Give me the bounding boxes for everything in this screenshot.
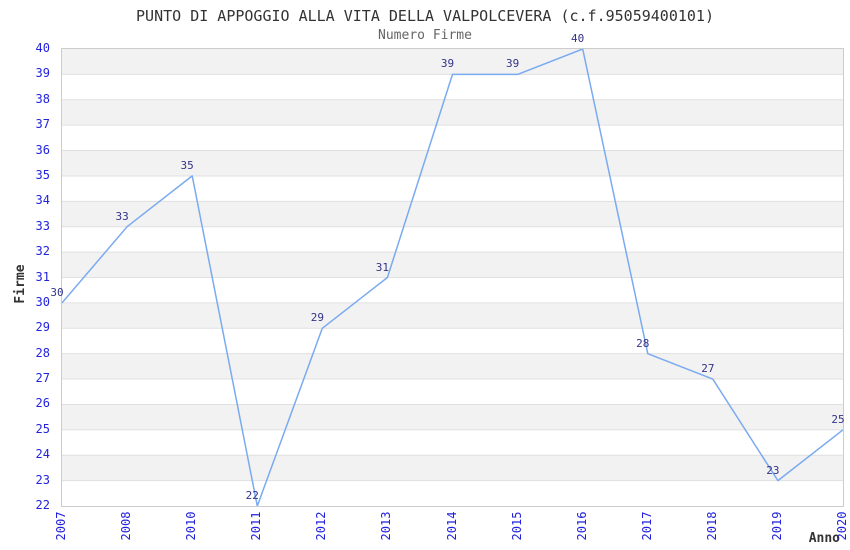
y-tick-label: 26 (35, 396, 50, 411)
y-tick-label: 27 (35, 371, 50, 386)
y-tick-label: 38 (35, 91, 50, 106)
y-tick-label: 30 (35, 294, 50, 309)
y-tick-label: 23 (35, 472, 50, 487)
plot-area (61, 48, 844, 507)
x-tick-label: 2008 (119, 511, 134, 541)
line-series-canvas (62, 49, 843, 506)
y-tick-label: 25 (35, 421, 50, 436)
y-tick-label: 29 (35, 320, 50, 335)
y-tick-label: 40 (35, 41, 50, 55)
y-tick-label: 36 (35, 142, 50, 157)
data-point-label: 25 (831, 412, 845, 426)
x-tick-label: 2014 (444, 511, 459, 541)
x-axis-title: Anno (808, 531, 840, 546)
y-tick-label: 28 (35, 345, 50, 360)
data-point-label: 35 (180, 158, 194, 172)
data-point-label: 23 (766, 463, 780, 477)
chart-title: PUNTO DI APPOGGIO ALLA VITA DELLA VALPOL… (136, 7, 714, 25)
data-point-label: 28 (636, 336, 650, 350)
x-tick-label: 2007 (54, 511, 68, 541)
x-tick-label: 2012 (314, 511, 329, 541)
data-point-label: 33 (115, 209, 129, 223)
plot-band (62, 201, 843, 227)
x-tick-label: 2013 (379, 511, 394, 541)
plot-band (62, 252, 843, 278)
x-tick-label: 2019 (769, 511, 784, 541)
data-point-label: 39 (505, 57, 520, 71)
y-tick-label: 32 (35, 244, 50, 259)
data-point-label: 29 (310, 311, 324, 325)
series-line (62, 49, 843, 506)
x-tick-label: 2015 (509, 511, 524, 541)
plot-band (62, 404, 843, 430)
y-tick-label: 22 (35, 498, 50, 512)
data-point-label: 40 (571, 32, 585, 45)
plot-band (62, 99, 843, 126)
plot-band (62, 49, 843, 75)
x-tick-label: 2010 (184, 511, 199, 541)
plot-band (62, 302, 843, 329)
y-tick-label: 24 (35, 447, 50, 462)
x-tick-label: 2011 (249, 511, 264, 541)
x-tick-label: 2018 (704, 511, 719, 541)
x-tick-label: 2017 (639, 511, 654, 541)
x-tick-label: 2016 (574, 511, 589, 541)
data-point-label: 30 (50, 285, 64, 299)
y-tick-label: 34 (35, 193, 50, 208)
data-point-label: 27 (701, 362, 715, 376)
plot-band (62, 353, 843, 380)
y-tick-label: 31 (35, 269, 50, 284)
plot-band (62, 455, 843, 481)
y-tick-label: 35 (35, 167, 50, 182)
data-point-label: 22 (245, 489, 259, 502)
x-tick-label: 2020 (835, 511, 849, 541)
y-tick-label: 39 (35, 66, 50, 81)
chart-subtitle: Numero Firme (378, 28, 472, 43)
y-tick-label: 37 (35, 117, 50, 132)
data-point-label: 39 (440, 57, 455, 71)
plot-band (62, 150, 843, 176)
y-tick-label: 33 (35, 218, 50, 233)
data-point-label: 31 (375, 260, 390, 274)
